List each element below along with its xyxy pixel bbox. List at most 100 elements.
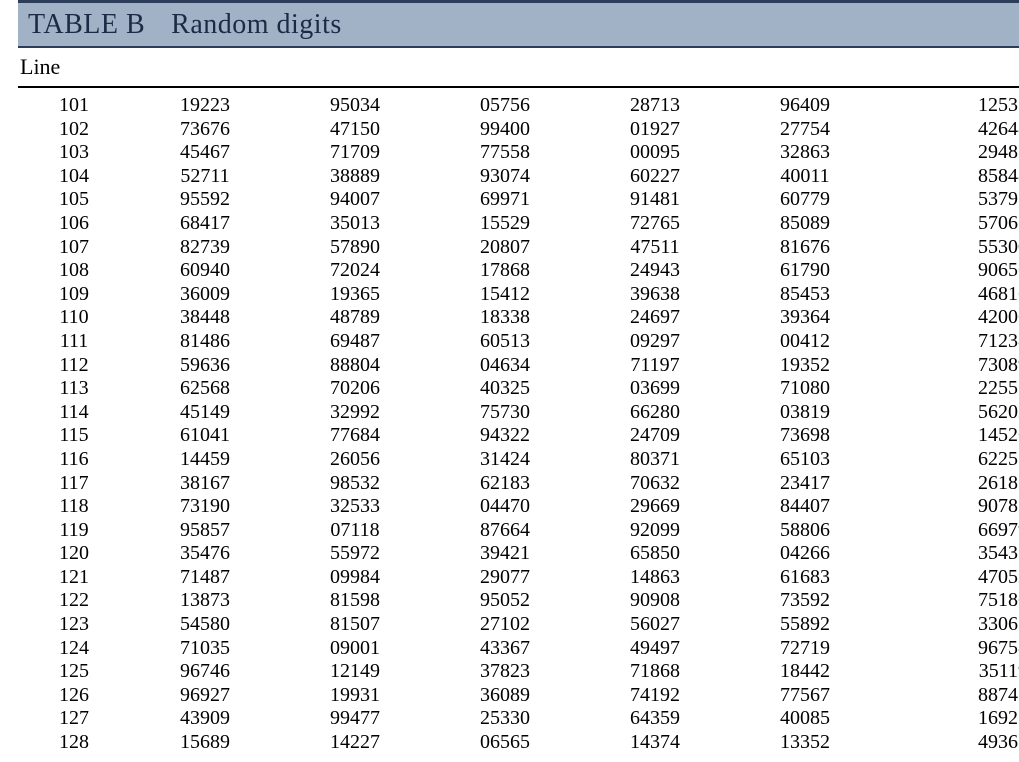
- line-cell: 114: [18, 401, 130, 425]
- table-header-row: Line: [18, 48, 1019, 88]
- table-row: 104527113888993074602274001185848: [18, 165, 1019, 189]
- digit-cell: 87664: [430, 519, 580, 543]
- digit-cell: 42648: [880, 118, 1019, 142]
- digit-cell: 40011: [730, 165, 880, 189]
- digit-cell: 17868: [430, 259, 580, 283]
- digit-cell: 68417: [130, 212, 280, 236]
- digit-cell: 43909: [130, 707, 280, 731]
- digit-cell: 15689: [130, 731, 280, 755]
- digit-cell: 58806: [730, 519, 880, 543]
- table-row: 126969271993136089741927756788741: [18, 684, 1019, 708]
- digit-cell: 94322: [430, 424, 580, 448]
- digit-cell: 85089: [730, 212, 880, 236]
- digit-cell: 14526: [880, 424, 1019, 448]
- line-cell: 119: [18, 519, 130, 543]
- digit-cell: 19365: [280, 283, 430, 307]
- digit-cell: 38167: [130, 472, 280, 496]
- digit-cell: 28713: [580, 94, 730, 118]
- digit-cell: 19352: [730, 354, 880, 378]
- line-cell: 101: [18, 94, 130, 118]
- digit-cell: 65850: [580, 542, 730, 566]
- digit-cell: 16925: [880, 707, 1019, 731]
- table-row: 106684173501315529727658508957067: [18, 212, 1019, 236]
- digit-cell: 27102: [430, 613, 580, 637]
- digit-cell: 98532: [280, 472, 430, 496]
- digit-cell: 48789: [280, 306, 430, 330]
- digit-cell: 66280: [580, 401, 730, 425]
- digit-cell: 75730: [430, 401, 580, 425]
- table-row: 118731903253304470296698440790785: [18, 495, 1019, 519]
- line-cell: 115: [18, 424, 130, 448]
- digit-cell: 20807: [430, 236, 580, 260]
- table-data-area: 1011922395034057562871396409125311027367…: [18, 88, 1019, 755]
- digit-cell: 45467: [130, 141, 280, 165]
- digit-cell: 04266: [730, 542, 880, 566]
- digit-cell: 91481: [580, 188, 730, 212]
- line-cell: 113: [18, 377, 130, 401]
- digit-cell: 60513: [430, 330, 580, 354]
- digit-cell: 32992: [280, 401, 430, 425]
- digit-cell: 71868: [580, 660, 730, 684]
- digit-cell: 29485: [880, 141, 1019, 165]
- table-row: 108609407202417868249436179090656: [18, 259, 1019, 283]
- table-row: 110384484878918338246973936442006: [18, 306, 1019, 330]
- digit-cell: 60227: [580, 165, 730, 189]
- digit-cell: 25330: [430, 707, 580, 731]
- digit-cell: 13352: [730, 731, 880, 755]
- digit-cell: 99400: [430, 118, 580, 142]
- digit-cell: 90656: [880, 259, 1019, 283]
- digit-cell: 73190: [130, 495, 280, 519]
- digit-cell: 61790: [730, 259, 880, 283]
- digit-cell: 15529: [430, 212, 580, 236]
- digit-cell: 62253: [880, 448, 1019, 472]
- table-row: 109360091936515412396388545346816: [18, 283, 1019, 307]
- digit-cell: 47150: [280, 118, 430, 142]
- digit-cell: 73698: [730, 424, 880, 448]
- digit-cell: 39638: [580, 283, 730, 307]
- digit-cell: 01927: [580, 118, 730, 142]
- digit-cell: 18338: [430, 306, 580, 330]
- digit-cell: 32863: [730, 141, 880, 165]
- digit-cell: 90908: [580, 589, 730, 613]
- line-cell: 126: [18, 684, 130, 708]
- table-row: 101192239503405756287139640912531: [18, 94, 1019, 118]
- line-cell: 110: [18, 306, 130, 330]
- digit-cell: 26056: [280, 448, 430, 472]
- table-row: 116144592605631424803716510362253: [18, 448, 1019, 472]
- page: TABLE B Random digits Line 1011922395034…: [0, 0, 1019, 762]
- digit-cell: 04634: [430, 354, 580, 378]
- digit-cell: 77558: [430, 141, 580, 165]
- random-digits-table: 1011922395034057562871396409125311027367…: [18, 94, 1019, 755]
- digit-cell: 61041: [130, 424, 280, 448]
- line-cell: 102: [18, 118, 130, 142]
- digit-cell: 14863: [580, 566, 730, 590]
- table-row: 105955929400769971914816077953791: [18, 188, 1019, 212]
- digit-cell: 07118: [280, 519, 430, 543]
- digit-cell: 71487: [130, 566, 280, 590]
- line-cell: 112: [18, 354, 130, 378]
- digit-cell: 60779: [730, 188, 880, 212]
- digit-cell: 90785: [880, 495, 1019, 519]
- digit-cell: 38889: [280, 165, 430, 189]
- digit-cell: 49497: [580, 637, 730, 661]
- line-cell: 124: [18, 637, 130, 661]
- line-cell: 117: [18, 472, 130, 496]
- digit-cell: 29669: [580, 495, 730, 519]
- digit-cell: 73089: [880, 354, 1019, 378]
- digit-cell: 71035: [130, 637, 280, 661]
- digit-cell: 42006: [880, 306, 1019, 330]
- digit-cell: 96927: [130, 684, 280, 708]
- digit-cell: 09984: [280, 566, 430, 590]
- digit-cell: 47511: [580, 236, 730, 260]
- digit-cell: 14374: [580, 731, 730, 755]
- digit-cell: 71080: [730, 377, 880, 401]
- digit-cell: 70206: [280, 377, 430, 401]
- digit-cell: 55972: [280, 542, 430, 566]
- digit-cell: 88741: [880, 684, 1019, 708]
- line-cell: 106: [18, 212, 130, 236]
- digit-cell: 85848: [880, 165, 1019, 189]
- digit-cell: 55300: [880, 236, 1019, 260]
- digit-cell: 29077: [430, 566, 580, 590]
- digit-cell: 33063: [880, 613, 1019, 637]
- digit-cell: 32533: [280, 495, 430, 519]
